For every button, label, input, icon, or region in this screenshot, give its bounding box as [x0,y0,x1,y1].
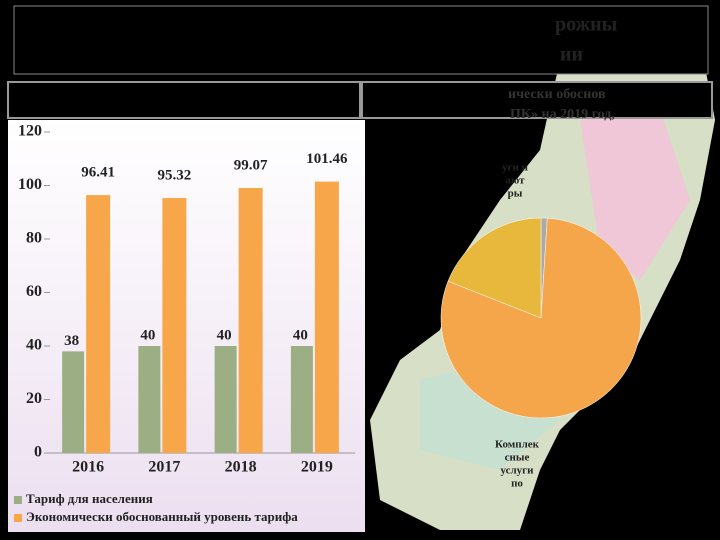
y-tick-label: 40 [26,337,42,354]
bar [162,198,187,453]
title-fragment: рожны [555,14,618,36]
header-fragment: ически обоснов [508,87,606,102]
value-label: 99.07 [234,157,268,173]
value-label: 38 [64,333,79,349]
slice-label: ры [508,188,523,200]
header-fragment: ПК» на 2019 год, [510,107,615,122]
slice-label: по [511,478,523,490]
value-label: 96.41 [81,165,115,181]
bar [290,346,313,453]
bar [314,181,339,454]
legend-label: Тариф для населения [26,491,153,506]
title-box [13,5,709,75]
x-tick-label: 2019 [301,459,333,476]
pie-slice [447,217,542,319]
header-cell [361,81,713,119]
slice-label: уги и [502,162,529,174]
value-label: 95.32 [158,167,192,183]
title-fragment: ии [560,44,583,66]
value-label: 40 [293,327,308,343]
bar [86,195,111,453]
legend-swatch [14,514,22,522]
bar [62,351,85,453]
legend-swatch [14,496,22,504]
x-tick-label: 2016 [72,459,104,476]
y-tick-label: 20 [26,390,42,407]
value-label: 40 [140,327,155,343]
slice-label: услуги [500,465,534,477]
y-tick-label: 120 [18,123,42,140]
y-tick-label: 100 [18,176,42,193]
y-tick-label: 0 [34,444,42,461]
value-label: 40 [217,327,232,343]
map-region [580,110,690,280]
bar [238,187,263,454]
y-tick-label: 60 [26,283,42,300]
x-tick-label: 2018 [225,459,257,476]
y-tick-label: 80 [26,230,42,247]
legend-label: Экономически обоснованный уровень тарифа [26,509,298,524]
slice-label: сные [505,452,530,464]
slice-label: Комплек [495,439,540,451]
slice-label: ают [505,175,525,187]
bar [138,346,161,453]
value-label: 101.46 [306,151,348,167]
x-tick-label: 2017 [148,459,180,476]
header-cell [7,81,361,119]
chart-panel [8,120,365,532]
bar [214,346,237,453]
